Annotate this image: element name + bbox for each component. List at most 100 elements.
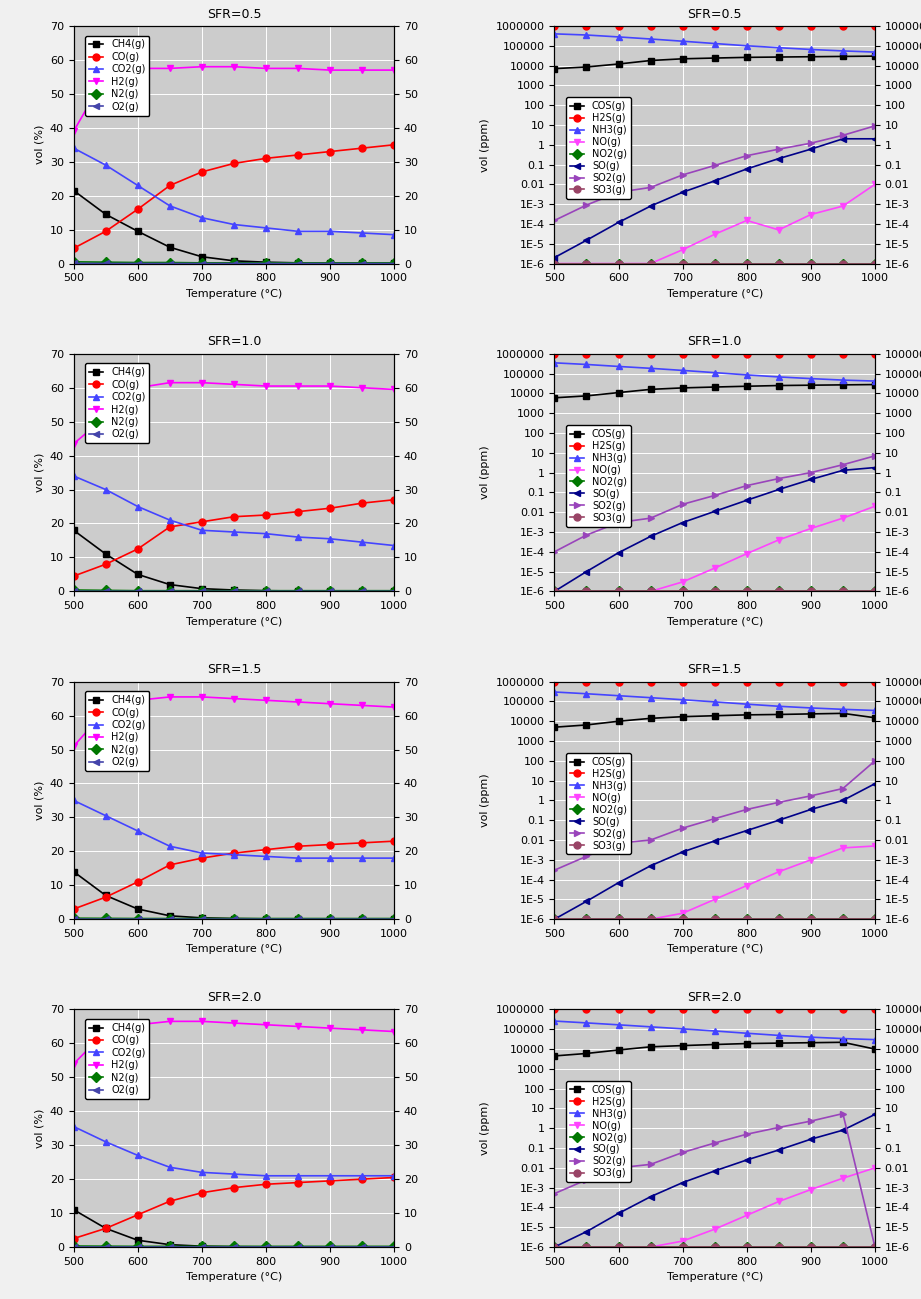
SO3(g) (837, 583, 848, 599)
CH4(g) (324, 583, 335, 599)
COS(g) (805, 1035, 816, 1051)
NO2(g) (645, 1239, 656, 1255)
SO(g) (645, 857, 656, 873)
Line: SO2(g): SO2(g) (551, 757, 879, 874)
Title: SFR=1.0: SFR=1.0 (687, 335, 742, 348)
Y-axis label: vol (%): vol (%) (34, 125, 44, 165)
CH4(g) (100, 1221, 111, 1237)
SO3(g) (774, 256, 785, 271)
Line: CO2(g): CO2(g) (70, 473, 398, 549)
SO2(g) (709, 487, 720, 503)
NO2(g) (549, 583, 560, 599)
CO(g) (100, 1221, 111, 1237)
Line: CH4(g): CH4(g) (70, 187, 398, 268)
NH3(g) (709, 36, 720, 52)
Line: NH3(g): NH3(g) (551, 360, 879, 385)
NO(g) (805, 852, 816, 868)
CO(g) (68, 1230, 79, 1246)
NH3(g) (549, 26, 560, 42)
SO3(g) (549, 583, 560, 599)
H2S(g) (741, 1002, 752, 1017)
SO(g) (677, 184, 688, 200)
H2S(g) (774, 346, 785, 361)
NH3(g) (774, 369, 785, 385)
CO(g) (196, 851, 207, 866)
H2S(g) (549, 18, 560, 34)
CO(g) (164, 1194, 175, 1209)
Line: NO(g): NO(g) (551, 181, 879, 268)
SO2(g) (581, 527, 592, 543)
NO(g) (837, 199, 848, 214)
NO(g) (645, 583, 656, 599)
H2S(g) (709, 346, 720, 361)
H2(g) (261, 692, 272, 708)
CH4(g) (228, 911, 239, 926)
NO(g) (741, 1208, 752, 1224)
CO2(g) (133, 499, 144, 514)
NO2(g) (741, 256, 752, 271)
Line: NH3(g): NH3(g) (551, 688, 879, 714)
NH3(g) (549, 355, 560, 370)
CO2(g) (389, 851, 400, 866)
CH4(g) (389, 1239, 400, 1255)
H2(g) (324, 62, 335, 78)
COS(g) (837, 1034, 848, 1050)
N2(g) (324, 1238, 335, 1254)
CO(g) (68, 902, 79, 917)
COS(g) (869, 48, 880, 64)
O2(g) (356, 256, 367, 271)
CH4(g) (261, 911, 272, 926)
O2(g) (196, 912, 207, 927)
H2(g) (389, 382, 400, 397)
Title: SFR=1.5: SFR=1.5 (206, 664, 262, 677)
H2(g) (164, 375, 175, 391)
SO2(g) (709, 157, 720, 173)
Line: SO3(g): SO3(g) (551, 916, 879, 922)
COS(g) (774, 49, 785, 65)
Legend: CH4(g), CO(g), CO2(g), H2(g), N2(g), O2(g): CH4(g), CO(g), CO2(g), H2(g), N2(g), O2(… (85, 1020, 149, 1099)
Line: SO(g): SO(g) (551, 1111, 879, 1251)
NH3(g) (774, 699, 785, 714)
H2S(g) (581, 1002, 592, 1017)
SO2(g) (837, 1105, 848, 1121)
NO2(g) (709, 256, 720, 271)
NO2(g) (549, 1239, 560, 1255)
NH3(g) (645, 1018, 656, 1034)
SO2(g) (869, 448, 880, 464)
SO(g) (805, 1131, 816, 1147)
H2(g) (68, 123, 79, 139)
H2(g) (389, 62, 400, 78)
NO(g) (645, 1239, 656, 1255)
O2(g) (164, 912, 175, 927)
SO3(g) (709, 912, 720, 927)
NH3(g) (709, 694, 720, 709)
CH4(g) (164, 239, 175, 255)
SO3(g) (869, 912, 880, 927)
NO2(g) (774, 1239, 785, 1255)
Line: COS(g): COS(g) (551, 709, 879, 730)
SO3(g) (774, 1239, 785, 1255)
N2(g) (356, 583, 367, 599)
SO(g) (837, 462, 848, 478)
N2(g) (228, 911, 239, 926)
NO2(g) (581, 912, 592, 927)
CO(g) (164, 520, 175, 535)
CO2(g) (196, 210, 207, 226)
H2S(g) (805, 346, 816, 361)
CO(g) (261, 1177, 272, 1192)
H2(g) (196, 375, 207, 391)
H2(g) (293, 694, 304, 709)
SO(g) (774, 482, 785, 498)
H2(g) (228, 58, 239, 74)
N2(g) (324, 255, 335, 270)
Line: H2S(g): H2S(g) (551, 678, 879, 685)
NO2(g) (581, 256, 592, 271)
COS(g) (549, 61, 560, 77)
NH3(g) (805, 370, 816, 386)
SO2(g) (613, 1160, 624, 1176)
COS(g) (613, 1042, 624, 1057)
H2S(g) (837, 346, 848, 361)
NO2(g) (709, 912, 720, 927)
COS(g) (869, 1042, 880, 1057)
H2(g) (68, 738, 79, 753)
